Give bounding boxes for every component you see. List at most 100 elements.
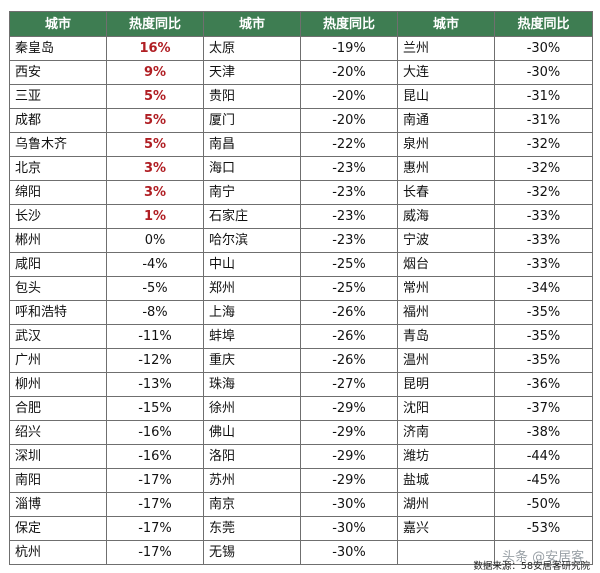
city-name: 包头: [9, 276, 107, 301]
table-row: 深圳 -16% 洛阳 -29% 潍坊 -44%: [9, 444, 593, 469]
city-name: 温州: [397, 348, 495, 373]
heat-yoy-value: -20%: [300, 108, 398, 133]
heat-yoy-value: -38%: [494, 420, 593, 445]
city-name: 蚌埠: [203, 324, 301, 349]
city-name: 海口: [203, 156, 301, 181]
table-row: 郴州 0% 哈尔滨 -23% 宁波 -33%: [9, 228, 593, 253]
heat-yoy-value: -29%: [300, 420, 398, 445]
heat-yoy-value: -5%: [106, 276, 204, 301]
city-name: 西安: [9, 60, 107, 85]
city-name: 福州: [397, 300, 495, 325]
heat-yoy-value: -17%: [106, 468, 204, 493]
city-name: 郴州: [9, 228, 107, 253]
city-name: 天津: [203, 60, 301, 85]
header-city-1: 城市: [9, 11, 107, 37]
header-city-2: 城市: [203, 11, 301, 37]
city-name: 宁波: [397, 228, 495, 253]
city-name: 柳州: [9, 372, 107, 397]
city-name: 哈尔滨: [203, 228, 301, 253]
heat-yoy-value: -30%: [300, 516, 398, 541]
heat-yoy-value: -30%: [494, 36, 593, 61]
table-row: 咸阳 -4% 中山 -25% 烟台 -33%: [9, 252, 593, 277]
city-name: 佛山: [203, 420, 301, 445]
data-source-note: 数据来源：58安居客研究院: [473, 561, 590, 572]
city-name: 南京: [203, 492, 301, 517]
city-name: 南阳: [9, 468, 107, 493]
heat-yoy-value: -31%: [494, 108, 593, 133]
heat-yoy-value: -27%: [300, 372, 398, 397]
city-name: 太原: [203, 36, 301, 61]
heat-yoy-value: -36%: [494, 372, 593, 397]
city-name: 泉州: [397, 132, 495, 157]
city-name: 济南: [397, 420, 495, 445]
heat-yoy-value: -20%: [300, 60, 398, 85]
city-name: 重庆: [203, 348, 301, 373]
table-body: 秦皇岛 16% 太原 -19% 兰州 -30% 西安 9% 天津 -20% 大连 -30% 三亚 5% 贵阳…: [9, 36, 593, 565]
heat-yoy-value: -23%: [300, 204, 398, 229]
city-name: 石家庄: [203, 204, 301, 229]
city-name: 武汉: [9, 324, 107, 349]
city-name: 大连: [397, 60, 495, 85]
heat-yoy-value: -34%: [494, 276, 593, 301]
table-row: 包头 -5% 郑州 -25% 常州 -34%: [9, 276, 593, 301]
city-name: 东莞: [203, 516, 301, 541]
city-name: 上海: [203, 300, 301, 325]
city-name: 威海: [397, 204, 495, 229]
heat-yoy-value: -15%: [106, 396, 204, 421]
table-row: 乌鲁木齐 5% 南昌 -22% 泉州 -32%: [9, 132, 593, 157]
city-name: 南宁: [203, 180, 301, 205]
heat-yoy-value: 16%: [106, 36, 204, 61]
city-name: 绍兴: [9, 420, 107, 445]
table-row: 广州 -12% 重庆 -26% 温州 -35%: [9, 348, 593, 373]
heat-yoy-value: -26%: [300, 324, 398, 349]
heat-yoy-value: -13%: [106, 372, 204, 397]
city-name: 沈阳: [397, 396, 495, 421]
city-name: 乌鲁木齐: [9, 132, 107, 157]
city-name: 长沙: [9, 204, 107, 229]
heat-yoy-value: 5%: [106, 132, 204, 157]
heat-yoy-value: 3%: [106, 180, 204, 205]
heat-yoy-value: -33%: [494, 228, 593, 253]
city-name: 湖州: [397, 492, 495, 517]
city-name: 兰州: [397, 36, 495, 61]
table-row: 北京 3% 海口 -23% 惠州 -32%: [9, 156, 593, 181]
city-name: 咸阳: [9, 252, 107, 277]
city-name: 洛阳: [203, 444, 301, 469]
table-row: 三亚 5% 贵阳 -20% 昆山 -31%: [9, 84, 593, 109]
heat-yoy-value: -17%: [106, 492, 204, 517]
heat-yoy-value: 5%: [106, 84, 204, 109]
city-name: 北京: [9, 156, 107, 181]
heat-yoy-value: -32%: [494, 180, 593, 205]
city-name: 惠州: [397, 156, 495, 181]
city-name: 合肥: [9, 396, 107, 421]
city-name: 广州: [9, 348, 107, 373]
heat-yoy-value: -30%: [300, 492, 398, 517]
table-row: 长沙 1% 石家庄 -23% 威海 -33%: [9, 204, 593, 229]
city-name: 厦门: [203, 108, 301, 133]
heat-yoy-value: -25%: [300, 276, 398, 301]
header-row: 城市 热度同比 城市 热度同比 城市 热度同比: [9, 11, 593, 37]
table-row: 西安 9% 天津 -20% 大连 -30%: [9, 60, 593, 85]
city-name: 保定: [9, 516, 107, 541]
table-row: 南阳 -17% 苏州 -29% 盐城 -45%: [9, 468, 593, 493]
table-row: 秦皇岛 16% 太原 -19% 兰州 -30%: [9, 36, 593, 61]
city-name: 呼和浩特: [9, 300, 107, 325]
city-name: 南通: [397, 108, 495, 133]
city-name: 成都: [9, 108, 107, 133]
heat-yoy-value: -16%: [106, 420, 204, 445]
city-name: 淄博: [9, 492, 107, 517]
city-name: 徐州: [203, 396, 301, 421]
city-name: 昆山: [397, 84, 495, 109]
heat-yoy-value: 9%: [106, 60, 204, 85]
heat-yoy-value: -12%: [106, 348, 204, 373]
heat-yoy-value: -29%: [300, 396, 398, 421]
heat-yoy-value: -37%: [494, 396, 593, 421]
city-name: 珠海: [203, 372, 301, 397]
city-name: 中山: [203, 252, 301, 277]
city-name: 绵阳: [9, 180, 107, 205]
heat-yoy-value: -20%: [300, 84, 398, 109]
heat-yoy-value: -32%: [494, 132, 593, 157]
heat-yoy-value: -29%: [300, 444, 398, 469]
table-row: 合肥 -15% 徐州 -29% 沈阳 -37%: [9, 396, 593, 421]
heat-yoy-value: -4%: [106, 252, 204, 277]
